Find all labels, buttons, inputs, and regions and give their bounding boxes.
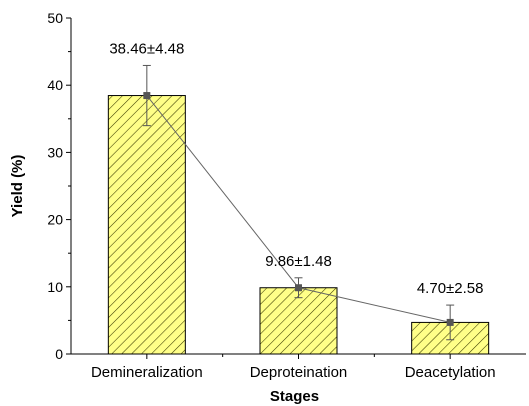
data-label: 4.70±2.58: [417, 280, 484, 297]
y-axis-title: Yield (%): [9, 155, 26, 218]
data-label-layer: 38.46±4.48 9.86±1.48 4.70±2.58 Demineraliza…: [91, 40, 496, 381]
y-tick-label: 10: [47, 279, 63, 295]
x-tick-label: Deproteination: [250, 364, 348, 381]
trend-line-layer: [142, 64, 455, 341]
bar-demineralization: [107, 95, 186, 355]
x-tick-label: Demineralization: [91, 364, 203, 381]
y-tick-label: 40: [47, 77, 63, 93]
data-label: 9.86±1.48: [265, 253, 332, 270]
x-tick-label: Deacetylation: [405, 364, 496, 381]
bar-deproteination: [259, 287, 338, 355]
x-axis-title: Stages: [270, 388, 319, 405]
y-tick-label: 0: [55, 346, 63, 362]
data-point-marker: [143, 92, 151, 100]
bars-layer: [107, 95, 490, 355]
data-label: 38.46±4.48: [109, 40, 184, 57]
data-point-marker: [295, 284, 302, 292]
tick-layer: 0 10 20 30 40 50: [47, 10, 451, 362]
y-tick-label: 50: [47, 10, 63, 26]
y-tick-label: 20: [47, 212, 63, 228]
data-point-marker: [446, 318, 454, 326]
y-tick-label: 30: [47, 144, 63, 160]
